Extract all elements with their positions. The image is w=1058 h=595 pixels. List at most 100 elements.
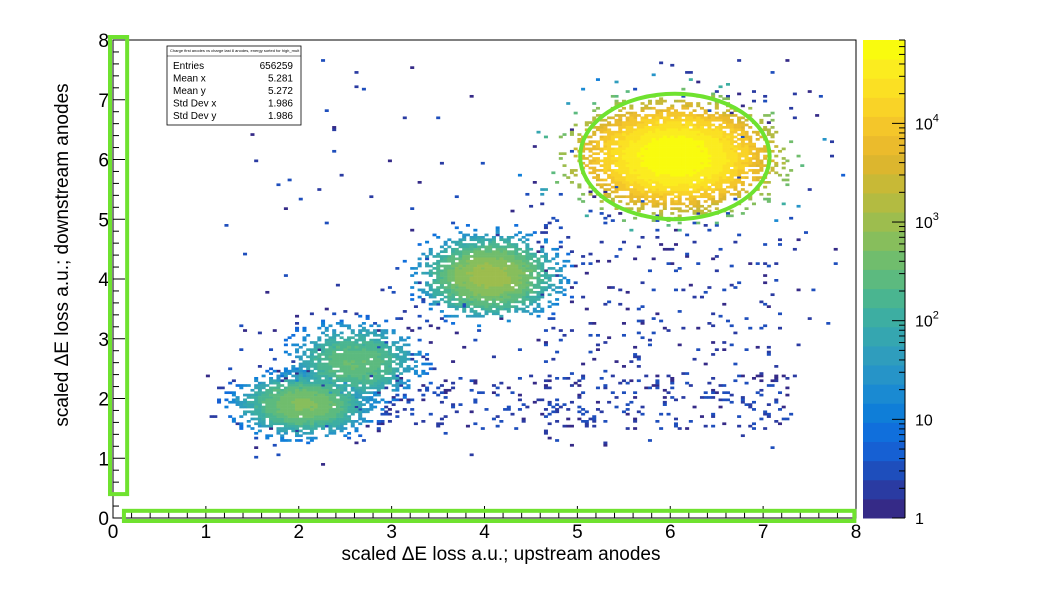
heatmap-bin [361,381,366,385]
heatmap-bin [361,362,366,366]
heatmap-bin [335,391,340,395]
heatmap-bin [737,126,742,129]
heatmap-bin [477,276,482,280]
stats-row-label: Entries [173,61,204,72]
heatmap-bin [499,238,504,242]
heatmap-bin [477,288,482,292]
heatmap-bin [343,338,348,342]
heatmap-bin [391,367,396,371]
heatmap-bin [707,195,712,199]
heatmap-bin [350,341,355,344]
heatmap-bin [302,376,307,380]
heatmap-bin [755,161,760,165]
heatmap-bin [737,176,742,179]
heatmap-bin [503,276,508,280]
heatmap-bin [465,252,470,256]
heatmap-bin [469,245,474,249]
heatmap-bin [681,128,686,132]
heatmap-bin [659,102,664,105]
heatmap-bin [722,137,727,141]
heatmap-bin [428,367,433,371]
heatmap-bin [458,286,463,289]
heatmap-bin [547,422,552,426]
heatmap-bin [555,269,560,273]
heatmap-bin [447,271,452,275]
heatmap-bin [317,188,322,191]
heatmap-bin [562,293,567,297]
heatmap-bin [670,104,675,108]
heatmap-bin [725,116,730,120]
heatmap-bin [309,436,314,440]
heatmap-bin [298,439,303,442]
heatmap-bin [328,350,333,354]
heatmap-bin [711,123,716,127]
heatmap-bin [807,90,812,93]
heatmap-bin [243,329,248,332]
heatmap-bin [287,391,292,395]
heatmap-bin [685,176,690,179]
heatmap-bin [692,157,697,160]
heatmap-bin [685,381,690,385]
heatmap-bin [517,295,522,299]
heatmap-bin [696,173,701,177]
heatmap-bin [503,279,508,282]
heatmap-bin [410,398,415,402]
heatmap-bin [655,214,660,218]
heatmap-bin [458,271,463,275]
heatmap-bin [257,388,262,392]
heatmap-bin [257,408,262,411]
heatmap-bin [257,412,262,416]
heatmap-bin [592,152,597,156]
heatmap-bin [725,140,730,144]
heatmap-bin [688,104,693,108]
heatmap-bin [313,422,318,426]
heatmap-bin [781,147,786,151]
heatmap-bin [343,374,348,378]
heatmap-bin [651,133,656,136]
heatmap-bin [499,255,504,258]
heatmap-bin [696,204,701,208]
heatmap-bin [443,314,448,318]
heatmap-bin [696,142,701,146]
heatmap-bin [633,116,638,120]
heatmap-bin [640,178,645,182]
heatmap-bin [670,200,675,203]
heatmap-bin [361,403,366,406]
heatmap-bin [276,415,281,418]
heatmap-bin [458,250,463,254]
heatmap-bin [462,252,467,256]
heatmap-bin [647,343,652,347]
heatmap-bin [439,298,444,301]
heatmap-bin [751,202,756,206]
heatmap-bin [763,154,768,158]
heatmap-bin [714,152,719,156]
heatmap-bin [536,338,541,342]
heatmap-bin [365,410,370,414]
heatmap-bin [737,192,742,196]
heatmap-bin [562,133,567,136]
heatmap-bin [306,403,311,406]
heatmap-bin [343,376,348,380]
heatmap-bin [495,293,500,297]
heatmap-bin [673,169,678,172]
heatmap-bin [447,276,452,280]
heatmap-bin [655,149,660,153]
heatmap-bin [618,135,623,139]
heatmap-bin [443,379,448,383]
heatmap-bin [380,384,385,387]
heatmap-bin [280,410,285,414]
heatmap-bin [592,161,597,165]
heatmap-bin [729,183,734,187]
heatmap-bin [380,386,385,390]
heatmap-bin [447,298,452,301]
heatmap-bin [748,135,753,139]
heatmap-bin [358,331,363,335]
heatmap-bin [309,341,314,344]
heatmap-bin [283,415,288,418]
heatmap-bin [347,398,352,402]
heatmap-bin [321,367,326,371]
heatmap-bin [681,147,686,151]
heatmap-bin [313,345,318,349]
heatmap-bin [703,173,708,177]
heatmap-bin [636,181,641,184]
